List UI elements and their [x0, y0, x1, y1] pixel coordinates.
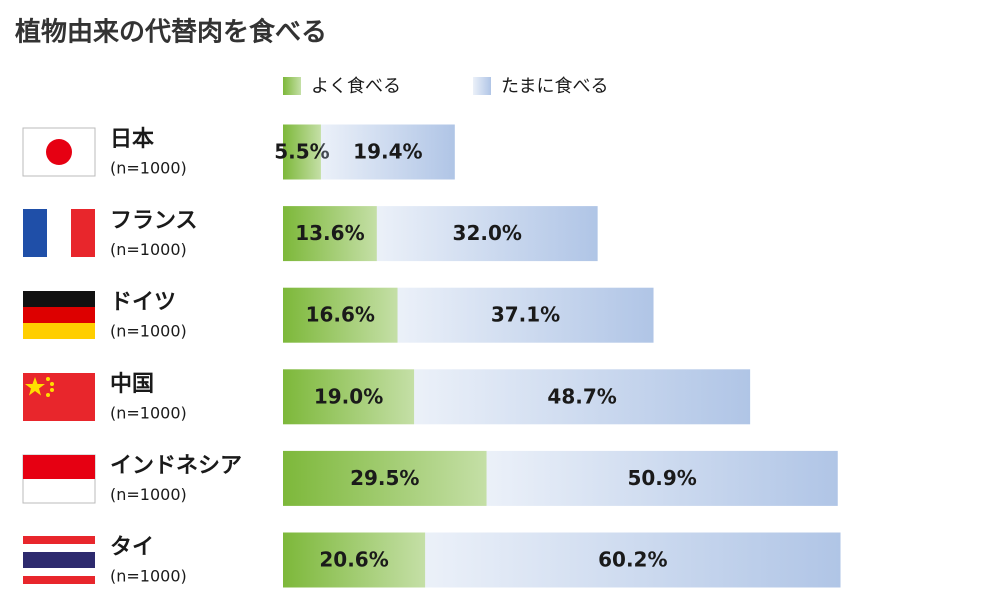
bar-segment — [414, 369, 751, 425]
legend-swatch — [473, 77, 491, 95]
value-label: 32.0% — [453, 221, 522, 245]
category-label: 日本 — [110, 127, 154, 152]
category-note: (n=1000) — [110, 403, 187, 422]
category-note: (n=1000) — [110, 159, 187, 178]
flags — [22, 127, 96, 584]
legend-label: よく食べる — [311, 76, 401, 97]
value-label: 50.9% — [627, 466, 696, 490]
category-note: (n=1000) — [110, 485, 187, 504]
chart-title: 植物由来の代替肉を食べる — [15, 17, 327, 48]
category-label: 中国 — [110, 372, 154, 397]
legend-label: たまに食べる — [501, 76, 608, 97]
category-note: (n=1000) — [110, 322, 187, 341]
value-label: 19.4% — [353, 140, 422, 164]
bar-segment — [320, 124, 455, 180]
value-label: 19.0% — [314, 384, 383, 408]
value-label: 37.1% — [491, 303, 560, 327]
bar-segment — [486, 450, 838, 506]
bar-segment — [283, 206, 377, 262]
value-label: 13.6% — [295, 221, 364, 245]
value-label: 48.7% — [547, 384, 616, 408]
value-label: 16.6% — [306, 303, 375, 327]
bar-segment — [376, 206, 598, 262]
bar-segment — [283, 532, 426, 588]
value-label: 20.6% — [319, 548, 388, 572]
bar-segment — [283, 124, 321, 180]
category-note: (n=1000) — [110, 567, 187, 586]
value-label: 5.5% — [274, 140, 329, 164]
legend-swatch — [283, 77, 301, 95]
category-label: フランス — [110, 209, 198, 234]
value-label: 60.2% — [598, 548, 667, 572]
category-label: ドイツ — [110, 290, 176, 315]
bar-segment — [283, 369, 415, 425]
value-label: 29.5% — [350, 466, 419, 490]
bar-segment — [397, 287, 654, 343]
category-label: インドネシア — [110, 453, 242, 478]
category-label: タイ — [110, 535, 154, 560]
bar-segment — [283, 287, 398, 343]
bar-segment — [425, 532, 841, 588]
category-note: (n=1000) — [110, 240, 187, 259]
bar-segment — [283, 450, 487, 506]
